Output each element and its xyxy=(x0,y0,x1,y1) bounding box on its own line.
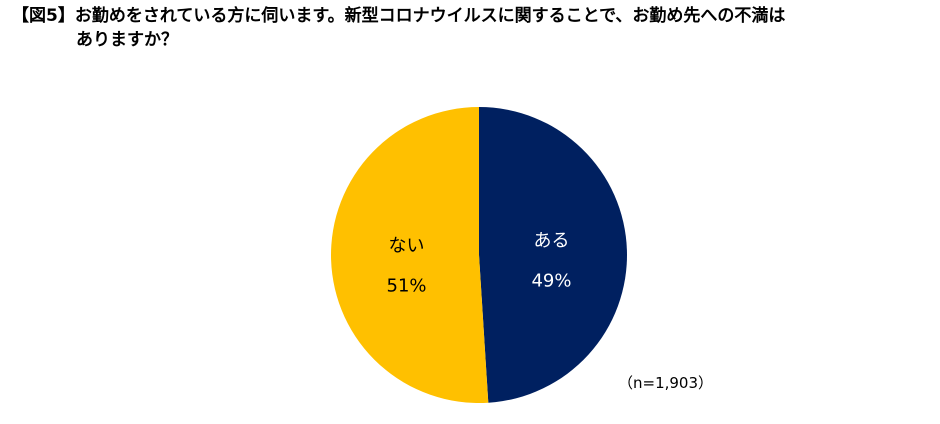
pie-slice-value-2: 51% xyxy=(387,275,427,296)
chart-title-line-2: ありますか？ xyxy=(76,30,178,50)
sample-size-note: （n=1,903） xyxy=(618,374,714,392)
pie-slice-1 xyxy=(479,107,627,403)
chart-title-line-1: 【図5】お勤めをされている方に伺います。新型コロナウイルスに関することで、お勤め… xyxy=(12,6,786,26)
pie-slice-label-2: ない xyxy=(389,235,425,256)
pie-slice-value-1: 49% xyxy=(531,271,571,292)
pie-slice-label-1: ある xyxy=(533,231,569,252)
chart-title: 【図5】お勤めをされている方に伺います。新型コロナウイルスに関することで、お勤め… xyxy=(12,4,932,52)
pie-slice-2 xyxy=(330,107,489,403)
